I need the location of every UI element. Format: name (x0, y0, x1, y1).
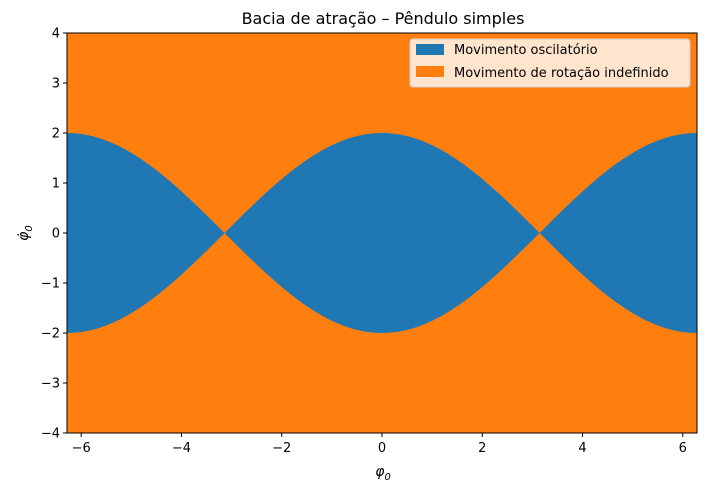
x-tick-label: 4 (578, 441, 586, 456)
y-tick-label: 3 (52, 77, 60, 92)
x-tick-label: 6 (679, 441, 687, 456)
y-tick-label: 4 (52, 27, 60, 42)
plot-area (66, 32, 698, 434)
legend-box (409, 38, 691, 88)
y-tick-label: −1 (41, 277, 60, 292)
y-axis-label: φ̇0 (16, 225, 35, 241)
legend: Movimento oscilatório Movimento de rotaç… (409, 38, 691, 88)
y-tick-label: 0 (52, 227, 60, 242)
legend-label-oscillatory: Movimento oscilatório (454, 43, 598, 58)
region-oscillatory (67, 133, 697, 333)
y-tick-label: 1 (52, 177, 60, 192)
x-tick-label: −4 (172, 441, 191, 456)
y-tick-label: 2 (52, 127, 60, 142)
x-tick-label: −2 (272, 441, 291, 456)
y-axis: −4 −3 −2 −1 0 1 2 3 4 (41, 27, 67, 442)
x-axis-label: φ0 (375, 464, 391, 483)
legend-swatch-oscillatory (416, 44, 444, 55)
y-tick-label: −3 (41, 377, 60, 392)
y-tick-label: −2 (41, 327, 60, 342)
legend-label-rotation: Movimento de rotação indefinido (454, 66, 669, 81)
x-tick-label: −6 (72, 441, 91, 456)
legend-swatch-rotation (416, 66, 444, 77)
chart-title: Bacia de atração – Pêndulo simples (242, 9, 525, 28)
x-tick-label: 0 (378, 441, 386, 456)
x-axis: −6 −4 −2 0 2 4 6 (72, 433, 687, 456)
x-tick-label: 2 (478, 441, 486, 456)
y-tick-label: −4 (41, 427, 60, 442)
